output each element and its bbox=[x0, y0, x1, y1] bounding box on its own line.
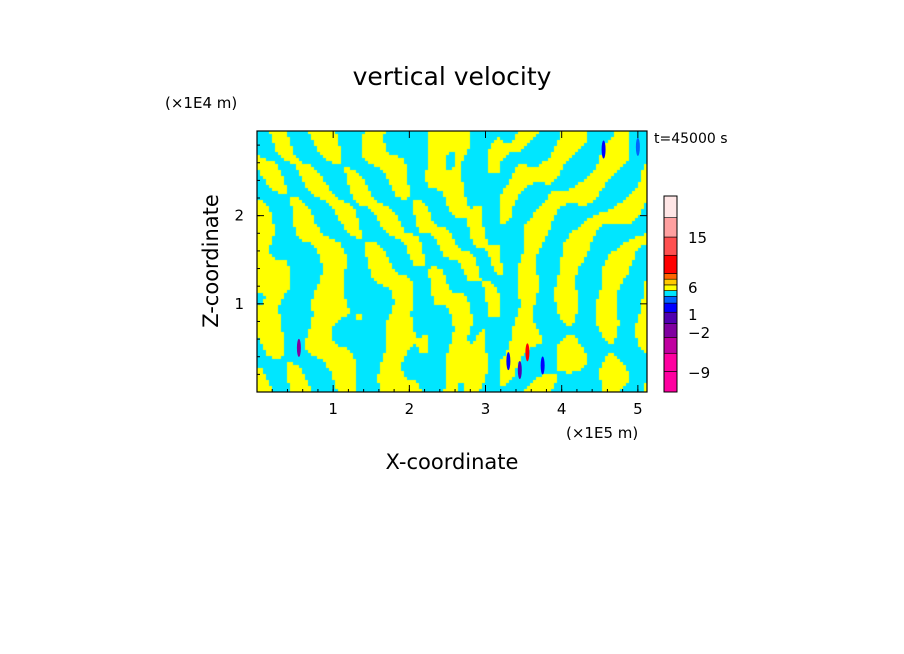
x-tick-label: 4 bbox=[557, 400, 567, 418]
colorbar-level bbox=[663, 311, 678, 324]
colorbar-label: 1 bbox=[688, 306, 698, 324]
x-axis-label: X-coordinate bbox=[386, 450, 519, 474]
colorbar-level bbox=[663, 323, 678, 338]
colorbar-level bbox=[663, 217, 678, 238]
colorbar-level bbox=[663, 352, 678, 372]
x-unit-label: (×1E5 m) bbox=[566, 424, 638, 442]
plot-frame bbox=[256, 130, 648, 393]
y-tick-label: 1 bbox=[234, 295, 244, 313]
colorbar-level bbox=[663, 371, 678, 393]
colorbar-level bbox=[663, 302, 678, 313]
velocity-field bbox=[257, 131, 647, 392]
extreme-spot bbox=[601, 140, 606, 159]
extreme-spot bbox=[540, 356, 545, 375]
x-tick-label: 2 bbox=[405, 400, 415, 418]
colorbar-level bbox=[663, 278, 678, 286]
extreme-spot bbox=[296, 338, 301, 357]
x-tick-label: 1 bbox=[328, 400, 338, 418]
colorbar-level bbox=[663, 295, 678, 304]
colorbar-label: −2 bbox=[688, 324, 710, 342]
colorbar-level bbox=[663, 273, 678, 280]
colorbar-frame bbox=[663, 195, 678, 393]
field-image bbox=[257, 131, 647, 392]
x-tick-label: 5 bbox=[633, 400, 643, 418]
colorbar-level bbox=[663, 254, 678, 274]
x-axis-ticks: 1 2 3 4 5 bbox=[271, 131, 643, 418]
colorbar-level bbox=[663, 236, 678, 256]
time-label: t=45000 s bbox=[654, 131, 728, 147]
colorbar-level bbox=[663, 195, 678, 218]
x-tick-label: 3 bbox=[481, 400, 491, 418]
y-axis-label: Z-coordinate bbox=[199, 194, 223, 328]
extreme-spot bbox=[635, 137, 640, 156]
extreme-spot bbox=[525, 343, 530, 362]
colorbar-label: −9 bbox=[688, 364, 710, 382]
y-unit-label: (×1E4 m) bbox=[165, 94, 237, 112]
colorbar: 15 6 1−2 −9 bbox=[663, 195, 710, 393]
y-tick-label: 2 bbox=[234, 207, 244, 225]
colorbar-label: 15 bbox=[688, 229, 707, 247]
colorbar-level bbox=[663, 284, 678, 291]
colorbar-level bbox=[663, 337, 678, 354]
colorbar-level bbox=[663, 290, 678, 297]
extreme-spot bbox=[506, 352, 511, 371]
colorbar-label: 6 bbox=[688, 279, 698, 297]
y-axis-ticks: 12 bbox=[234, 144, 647, 375]
chart-title: vertical velocity bbox=[353, 62, 552, 91]
extreme-spot bbox=[517, 360, 522, 379]
